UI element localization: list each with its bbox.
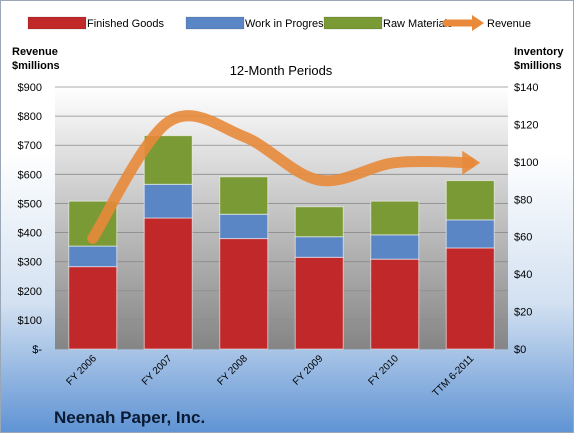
bar-finished-goods [143, 217, 193, 350]
left-tick-label: $100 [18, 315, 42, 327]
bar-work-in-progress [445, 219, 495, 249]
revenue-line-group [87, 110, 481, 244]
bar-finished-goods [294, 256, 344, 350]
legend: Finished Goods Work in Progress Raw Materi… [27, 15, 531, 31]
legend-swatch [323, 16, 383, 30]
revenue-arrowhead [462, 150, 481, 175]
right-tick-label: $80 [514, 194, 532, 206]
left-tick-label: $300 [18, 257, 42, 269]
right-tick-label: $0 [514, 344, 526, 356]
legend-finished-goods: Finished Goods [27, 16, 165, 30]
legend-raw-materials: Raw Materials [323, 16, 453, 30]
legend-swatch-arrowhead [472, 15, 484, 31]
right-tick-label: $100 [514, 157, 538, 169]
bar-work-in-progress [219, 213, 269, 240]
right-tick-label: $40 [514, 269, 532, 281]
legend-swatch [27, 16, 87, 30]
bar-finished-goods [219, 238, 269, 350]
bar-raw-materials [445, 180, 495, 221]
bar-finished-goods [370, 258, 420, 350]
gridlines [55, 86, 508, 350]
bars [68, 135, 495, 350]
legend-revenue: Revenue [442, 15, 531, 31]
legend-swatch [185, 16, 245, 30]
left-tick-label: $200 [18, 286, 42, 298]
right-axis-ticks: $0 $20 $40 $60 $80 $100 $120 $140 [514, 82, 538, 356]
left-tick-label: $800 [18, 111, 42, 123]
right-tick-label: $20 [514, 307, 532, 319]
bar-finished-goods [68, 266, 118, 350]
left-tick-label: $900 [18, 82, 42, 94]
legend-label: Revenue [487, 18, 531, 30]
company-name: Neenah Paper, Inc. [54, 408, 205, 427]
bar-work-in-progress [68, 245, 118, 268]
bar-raw-materials [294, 206, 344, 238]
right-tick-label: $140 [514, 82, 538, 94]
bar-raw-materials [370, 200, 420, 236]
left-tick-label: $- [32, 344, 42, 356]
legend-label: Finished Goods [87, 18, 165, 30]
bar-work-in-progress [370, 234, 420, 260]
left-axis-title-line2: $millions [12, 60, 60, 72]
bar-finished-goods [445, 247, 495, 350]
right-tick-label: $120 [514, 119, 538, 131]
legend-work-in-progress: Work in Progress [185, 16, 330, 30]
bar-raw-materials [219, 176, 269, 215]
bar-work-in-progress [294, 236, 344, 258]
revenue-line [87, 110, 476, 244]
right-tick-label: $60 [514, 232, 532, 244]
legend-label: Raw Materials [383, 18, 453, 30]
left-axis-title-line1: Revenue [12, 46, 58, 58]
plot-area [55, 87, 508, 349]
left-tick-label: $500 [18, 198, 42, 210]
legend-label: Work in Progress [245, 18, 330, 30]
left-axis-ticks: $- $100 $200 $300 $400 $500 $600 $700 $800 $900 [18, 82, 43, 356]
left-tick-label: $600 [18, 169, 42, 181]
right-axis-title-line2: $millions [514, 60, 562, 72]
right-axis-title-line1: Inventory [514, 46, 564, 58]
bar-work-in-progress [143, 183, 193, 219]
left-tick-label: $700 [18, 140, 42, 152]
left-tick-label: $400 [18, 228, 42, 240]
chart-title: 12-Month Periods [230, 63, 333, 78]
